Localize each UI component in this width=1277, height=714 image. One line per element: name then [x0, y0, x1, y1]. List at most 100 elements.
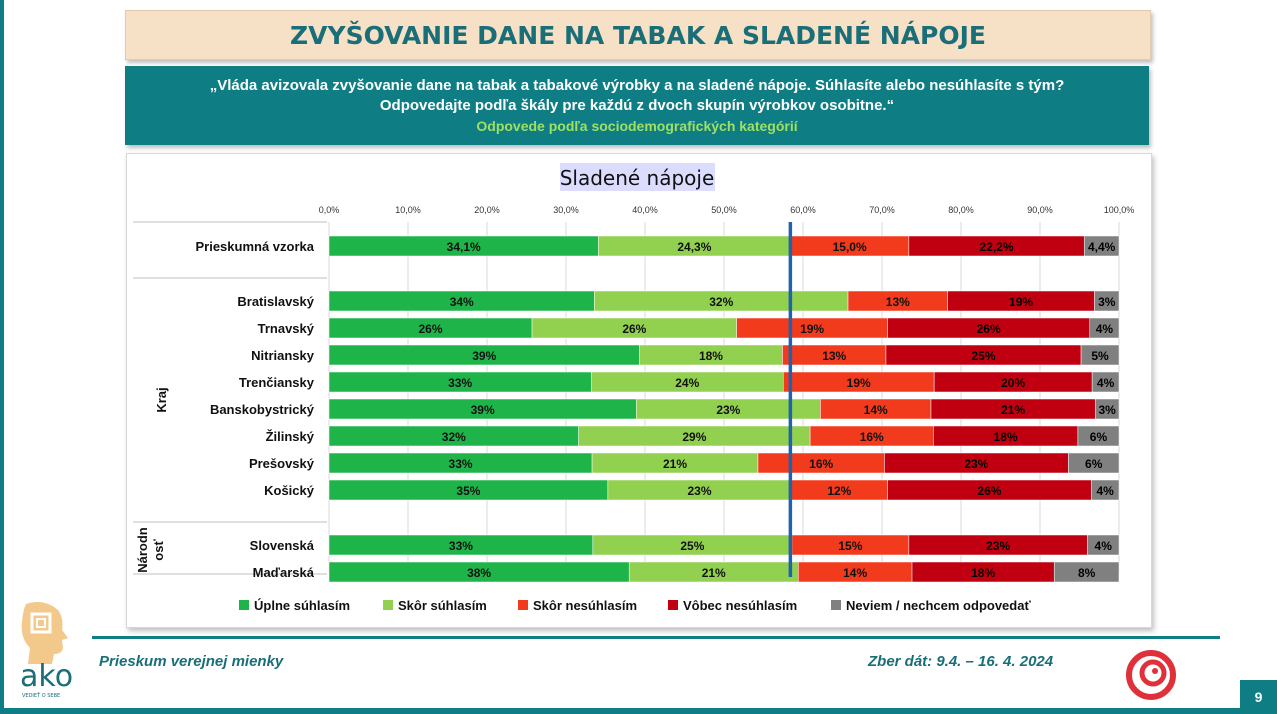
bar-data-label: 25%	[680, 539, 704, 553]
bar-data-label: 14%	[843, 566, 867, 580]
bar-data-label: 35%	[456, 484, 480, 498]
bar-data-label: 12%	[827, 484, 851, 498]
group-label-narodnost-1: Národn	[135, 527, 150, 573]
bar-data-label: 4,4%	[1088, 240, 1116, 254]
bar-segment	[1094, 290, 1120, 312]
bar-data-label: 20%	[1001, 376, 1025, 390]
bar-data-label: 15,0%	[833, 240, 867, 254]
logo-tagline: VEDIEŤ O SEBE	[22, 691, 60, 699]
bar-data-label: 4%	[1097, 484, 1115, 498]
bar-data-label: 16%	[809, 457, 833, 471]
bar-data-label: 8%	[1078, 566, 1096, 580]
bar-data-label: 19%	[800, 322, 824, 336]
bar-data-label: 32%	[442, 430, 466, 444]
legend-swatch	[518, 600, 528, 610]
bar-data-label: 29%	[682, 430, 706, 444]
logo-text: ako	[20, 659, 73, 694]
row-category-label: Slovenská	[250, 538, 315, 553]
slide-title-box: ZVYŠOVANIE DANE NA TABAK A SLADENÉ NÁPOJ…	[125, 10, 1151, 60]
bar-data-label: 38%	[467, 566, 491, 580]
bar-data-label: 15%	[838, 539, 862, 553]
bar-segment	[1089, 317, 1120, 339]
question-line-1: „Vláda avizovala zvyšovanie dane na taba…	[209, 76, 1065, 94]
bar-data-label: 23%	[687, 484, 711, 498]
bar-data-label: 3%	[1098, 295, 1116, 309]
bar-data-label: 24,3%	[677, 240, 711, 254]
bar-segment	[1095, 398, 1120, 420]
legend-label: Vôbec nesúhlasím	[683, 598, 797, 613]
row-category-label: Trenčiansky	[239, 375, 315, 390]
bar-data-label: 23%	[986, 539, 1010, 553]
legend-swatch	[831, 600, 841, 610]
bar-data-label: 6%	[1085, 457, 1103, 471]
bar-segment	[1068, 452, 1120, 474]
row-category-label: Maďarská	[253, 565, 315, 580]
group-label-narodnost-2: osť	[151, 539, 166, 561]
bar-data-label: 26%	[622, 322, 646, 336]
x-tick-label: 80,0%	[948, 205, 974, 215]
head-profile-icon: ako VEDIEŤ O SEBE	[20, 602, 73, 699]
x-tick-label: 100,0%	[1104, 205, 1135, 215]
bar-data-label: 13%	[886, 295, 910, 309]
bar-data-label: 23%	[964, 457, 988, 471]
bar-data-label: 34,1%	[447, 240, 481, 254]
row-category-label: Prešovský	[249, 456, 315, 471]
footer-date-range: Zber dát: 9.4. – 16. 4. 2024	[868, 653, 1054, 670]
legend-label: Skôr súhlasím	[398, 598, 487, 613]
bar-data-label: 26%	[977, 322, 1001, 336]
legend-label: Skôr nesúhlasím	[533, 598, 637, 613]
bar-data-label: 4%	[1096, 322, 1114, 336]
bar-segment	[1053, 561, 1120, 583]
bar-data-label: 34%	[450, 295, 474, 309]
bar-data-label: 21%	[663, 457, 687, 471]
bar-data-label: 19%	[847, 376, 871, 390]
bar-data-label: 16%	[860, 430, 884, 444]
bar-data-label: 25%	[971, 349, 995, 363]
stacked-bar-chart: Sladené nápoje 0,0% 10,0% 20,0% 30,0% 40,0% 50…	[133, 163, 1135, 613]
page-number: 9	[1240, 680, 1277, 714]
x-tick-label: 70,0%	[869, 205, 895, 215]
bar-data-label: 18%	[699, 349, 723, 363]
row-category-label: Trnavský	[258, 321, 315, 336]
bar-data-label: 23%	[716, 403, 740, 417]
bar-data-label: 21%	[1001, 403, 1025, 417]
x-tick-label: 90,0%	[1027, 205, 1053, 215]
chart-title: Sladené nápoje	[560, 166, 715, 190]
bar-data-label: 18%	[994, 430, 1018, 444]
bar-data-label: 19%	[1009, 295, 1033, 309]
bar-data-label: 5%	[1091, 349, 1109, 363]
bar-data-label: 24%	[675, 376, 699, 390]
bar-data-label: 22,2%	[980, 240, 1014, 254]
slide-title: ZVYŠOVANIE DANE NA TABAK A SLADENÉ NÁPOJ…	[290, 20, 986, 50]
row-category-label: Prieskumná vzorka	[195, 239, 314, 254]
bar-data-label: 32%	[709, 295, 733, 309]
bar-segment	[1077, 425, 1120, 447]
bar-data-label: 33%	[449, 539, 473, 553]
bar-data-label: 33%	[448, 376, 472, 390]
chart-panel: Sladené nápoje 0,0% 10,0% 20,0% 30,0% 40,0% 50…	[126, 153, 1152, 628]
left-accent-bar	[0, 0, 4, 714]
x-tick-label: 60,0%	[790, 205, 816, 215]
legend-swatch	[383, 600, 393, 610]
bar-data-label: 4%	[1095, 539, 1113, 553]
legend-label: Neviem / nechcem odpovedať	[846, 598, 1031, 613]
x-tick-label: 50,0%	[711, 205, 737, 215]
footer-divider	[92, 636, 1220, 639]
bar-data-label: 26%	[418, 322, 442, 336]
bar-data-label: 3%	[1098, 403, 1116, 417]
row-category-label: Bratislavský	[237, 294, 314, 309]
legend-swatch	[668, 600, 678, 610]
question-line-2: Odpovedajte podľa škály pre každú z dvoc…	[379, 96, 895, 114]
bar-data-label: 21%	[702, 566, 726, 580]
bar-segment	[1087, 534, 1120, 556]
question-box: „Vláda avizovala zvyšovanie dane na taba…	[125, 66, 1149, 145]
legend-swatch	[239, 600, 249, 610]
bar-segment	[1091, 479, 1120, 501]
x-tick-label: 40,0%	[632, 205, 658, 215]
bar-data-label: 14%	[864, 403, 888, 417]
ako-logo: ako VEDIEŤ O SEBE	[14, 600, 94, 700]
bar-data-label: 33%	[449, 457, 473, 471]
bar-data-label: 39%	[472, 349, 496, 363]
bottom-accent-bar	[0, 708, 1240, 714]
bar-data-label: 13%	[822, 349, 846, 363]
